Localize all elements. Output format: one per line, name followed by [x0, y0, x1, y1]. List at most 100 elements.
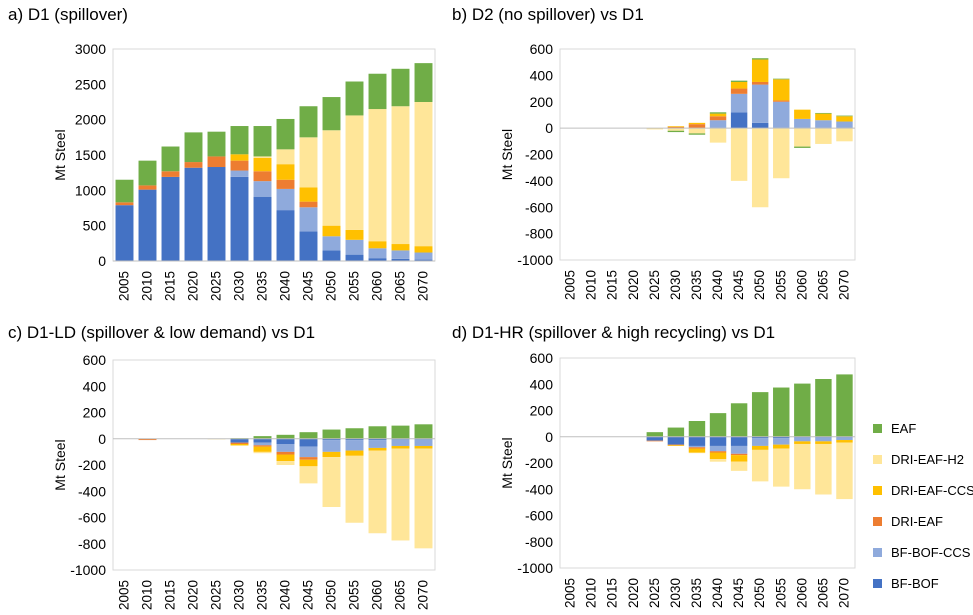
bar-eaf-2030	[667, 427, 685, 437]
bar-bf-bof-2035	[253, 438, 272, 443]
bar-eaf-2010	[138, 160, 157, 186]
bar-dri-eaf-h2-2050	[322, 130, 341, 226]
y-tick-label: -200	[78, 457, 106, 473]
x-tick-label: 2060	[370, 271, 385, 301]
bar-dri-eaf-ccs-2060	[368, 447, 387, 451]
bar-dri-eaf-ccs-2070	[414, 246, 433, 253]
bar-bf-bof-ccs-2055	[773, 101, 790, 129]
bar-eaf-2050	[751, 58, 769, 60]
legend-item-bf-bof-ccs: BF-BOF-CCS	[873, 544, 970, 560]
bar-dri-eaf-2035	[253, 171, 272, 182]
y-tick-label: -600	[525, 199, 553, 215]
bar-bf-bof-2020	[184, 167, 203, 261]
bar-dri-eaf-h2-2050	[322, 457, 341, 507]
x-tick-label: 2025	[647, 270, 662, 300]
bar-dri-eaf-ccs-2030	[230, 444, 249, 446]
bar-bf-bof-ccs-2035	[253, 442, 272, 446]
bar-dri-eaf-ccs-2050	[751, 445, 769, 450]
bar-dri-eaf-ccs-2045	[730, 81, 748, 89]
bar-dri-eaf-ccs-2060	[794, 109, 811, 119]
bar-bf-bof-ccs-2045	[299, 207, 318, 232]
x-tick-label: 2055	[773, 270, 788, 300]
bar-bf-bof-2025	[207, 167, 226, 261]
y-tick-label: 2500	[75, 76, 106, 92]
bar-bf-bof-2010	[138, 189, 157, 261]
y-tick-label: 600	[83, 352, 107, 368]
x-tick-label: 2045	[301, 580, 316, 610]
bar-dri-eaf-h2-2060	[368, 109, 387, 242]
y-tick-label: -400	[525, 481, 553, 497]
bar-eaf-2045	[730, 80, 748, 82]
bar-dri-eaf-2050	[751, 81, 769, 85]
bar-dri-eaf-h2-2065	[391, 106, 410, 245]
y-tick-label: 0	[98, 253, 106, 269]
x-tick-label: 2070	[836, 270, 851, 300]
bar-bf-bof-ccs-2035	[688, 445, 706, 448]
bar-dri-eaf-h2-2035	[253, 451, 272, 454]
x-tick-label: 2060	[370, 580, 385, 610]
bar-dri-eaf-ccs-2060	[794, 441, 811, 444]
bar-dri-eaf-2045	[730, 88, 748, 94]
bar-bf-bof-2045	[730, 436, 748, 446]
panel-c-title: c) D1-LD (spillover & low demand) vs D1	[8, 323, 316, 342]
bar-dri-eaf-2045	[730, 453, 748, 456]
bar-eaf-2060	[794, 146, 811, 148]
bar-dri-eaf-ccs-2055	[345, 450, 364, 456]
bar-eaf-2055	[773, 387, 790, 437]
x-tick-label: 2015	[163, 580, 178, 610]
x-tick-label: 2050	[324, 580, 339, 610]
bar-dri-eaf-2020	[184, 162, 203, 168]
bar-dri-eaf-h2-2065	[815, 128, 832, 144]
x-tick-label: 2010	[584, 270, 599, 300]
bar-dri-eaf-ccs-2050	[322, 225, 341, 237]
bar-dri-eaf-h2-2030	[667, 128, 685, 131]
legend-swatch-bf-bof	[873, 578, 882, 588]
y-axis-label: Mt Steel	[499, 129, 515, 180]
y-tick-label: 2000	[75, 112, 106, 128]
x-tick-label: 2040	[278, 580, 293, 610]
panel-b-plot: -1000 -800 -600 -400 -200 0 200 400 600 Mt Steel 2…	[499, 41, 856, 300]
bar-dri-eaf-h2-2070	[414, 102, 433, 247]
y-tick-label: -600	[525, 508, 553, 524]
bar-bf-bof-ccs-2070	[414, 439, 433, 446]
bar-dri-eaf-ccs-2045	[299, 459, 318, 467]
bar-dri-eaf-ccs-2030	[667, 445, 685, 446]
y-tick-label: 400	[530, 376, 554, 392]
bar-dri-eaf-ccs-2060	[368, 241, 387, 249]
bar-dri-eaf-h2-2070	[836, 128, 853, 142]
bar-dri-eaf-h2-2055	[345, 115, 364, 230]
bar-eaf-2065	[391, 68, 410, 107]
bar-dri-eaf-h2-2050	[751, 449, 769, 482]
legend-label: DRI-EAF-H2	[891, 451, 964, 467]
bar-dri-eaf-h2-2055	[773, 128, 790, 179]
bar-eaf-2040	[709, 413, 727, 437]
bar-bf-bof-2050	[322, 250, 341, 261]
bar-dri-eaf-h2-2040	[276, 149, 295, 165]
bar-dri-eaf-h2-2035	[688, 452, 706, 454]
legend-label: BF-BOF	[891, 575, 939, 591]
bar-bf-bof-2005	[115, 205, 134, 261]
bar-bf-bof-2055	[345, 254, 364, 261]
bar-dri-eaf-ccs-2050	[322, 451, 341, 458]
plot-frame	[112, 359, 436, 571]
legend-label: EAF	[891, 420, 917, 436]
x-tick-label: 2030	[232, 271, 247, 301]
bar-dri-eaf-2045	[299, 201, 318, 208]
y-tick-label: -1000	[70, 562, 106, 578]
bar-eaf-2050	[322, 429, 341, 439]
bar-dri-eaf-2040	[276, 451, 295, 455]
bar-dri-eaf-ccs-2040	[709, 452, 727, 460]
x-tick-label: 2030	[668, 578, 683, 608]
bar-dri-eaf-h2-2060	[794, 128, 811, 147]
bar-eaf-2020	[184, 132, 203, 163]
bar-eaf-2060	[794, 383, 811, 437]
bar-bf-bof-ccs-2060	[794, 118, 811, 129]
bar-bf-bof-2060	[368, 258, 387, 261]
bar-bf-bof-ccs-2055	[345, 239, 364, 255]
bar-bf-bof-2045	[299, 231, 318, 261]
x-tick-label: 2025	[647, 578, 662, 608]
bar-bf-bof-2040	[709, 436, 727, 446]
y-tick-label: -200	[525, 147, 553, 163]
bar-dri-eaf-h2-2030	[230, 445, 249, 446]
x-tick-label: 2035	[255, 580, 270, 610]
